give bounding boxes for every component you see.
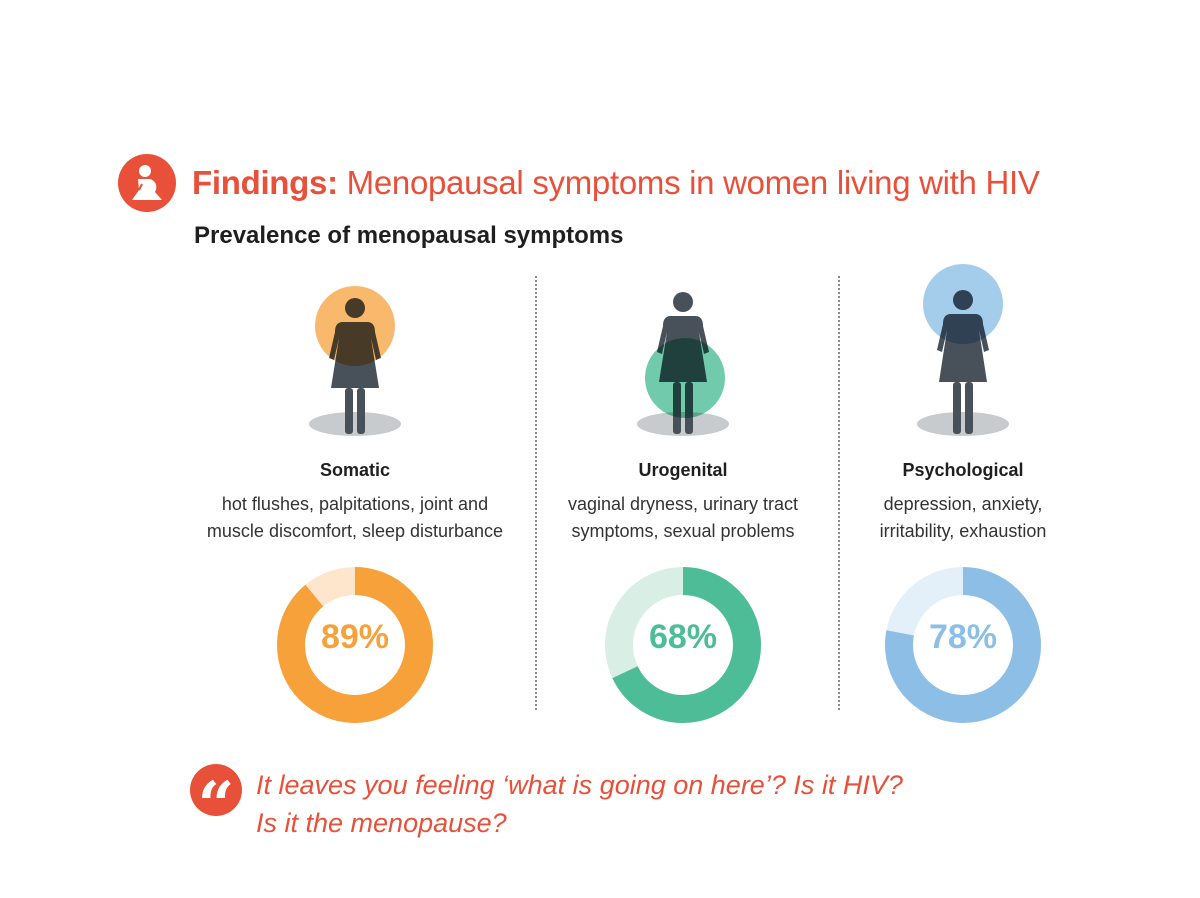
category-description: depression, anxiety, irritability, exhau… [879,494,1047,541]
category-urogenital: Urogenital vaginal dryness, urinary trac… [513,262,853,725]
header: Findings: Menopausal symptoms in women l… [118,154,1040,212]
donut-arc-somatic [277,567,433,723]
woman-figure-icon [603,262,763,442]
category-somatic: Somatic hot flushes, palpitations, joint… [185,262,525,725]
chart-subtitle: Prevalence of menopausal symptoms [194,222,624,249]
woman-figure-somatic [309,286,401,436]
donut-chart: 78% [883,565,1043,725]
quote-mark-icon: “ [190,764,242,843]
percent-label: 78% [928,618,998,656]
column-divider [535,276,537,710]
title-rest: Menopausal symptoms in women living with… [346,164,1040,201]
donut-chart: 68% [603,565,763,725]
percent-label: 89% [320,618,390,656]
category-name: Urogenital [638,460,728,480]
woman-figure-icon [275,262,435,442]
donut-arc-urogenital [605,567,761,723]
title-bold: Findings: [192,164,338,201]
category-description: vaginal dryness, urinary tract symptoms,… [567,494,799,541]
woman-figure-icon [883,262,1043,442]
quote-text: It leaves you feeling ‘what is going on … [256,770,903,838]
quote-block: “ It leaves you feeling ‘what is going o… [190,764,903,843]
pregnant-woman-logo-icon [118,154,176,212]
donut-chart: 89% [275,565,435,725]
category-description: hot flushes, palpitations, joint and mus… [206,494,504,541]
category-psychological: Psychological depression, anxiety, irrit… [793,262,1133,725]
woman-figure-psychological [917,264,1009,436]
woman-figure-urogenital [637,292,729,436]
column-divider [838,276,840,710]
page-title: Findings: Menopausal symptoms in women l… [192,164,1040,202]
category-name: Somatic [319,460,391,480]
donut-arc-psychological [885,567,1041,723]
category-name: Psychological [902,460,1024,480]
percent-label: 68% [648,618,718,656]
